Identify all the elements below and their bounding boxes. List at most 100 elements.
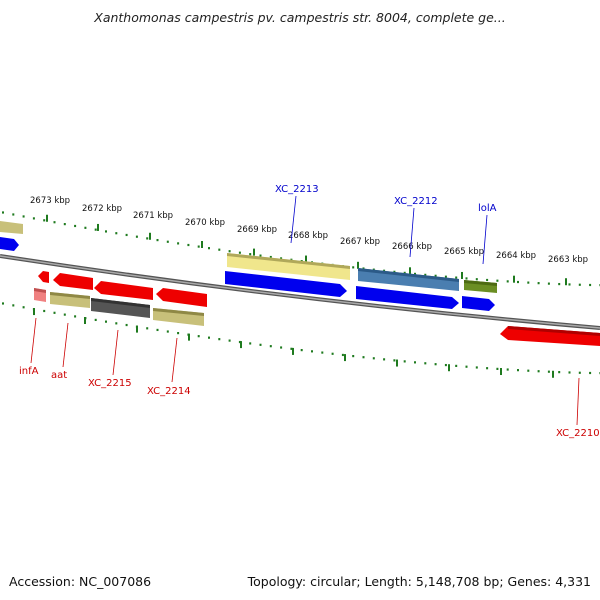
accession-text: Accession: NC_007086 [9,574,152,589]
scale-dot [105,230,107,233]
scale-dot [486,278,489,282]
scale-label-2668: 2668 kbp [288,231,328,241]
scale-dot [228,339,231,342]
scale-tick [461,271,463,279]
scale-dot [228,250,231,253]
scale-dot [269,255,272,259]
scale-dot [517,369,519,372]
scale-tick [500,368,502,376]
leader-line [290,195,297,244]
scale-dot [403,271,406,274]
label-aat[interactable]: aat [51,370,67,381]
scale-dot [53,311,56,314]
scale-dot [537,370,540,373]
scale-label-2669: 2669 kbp [237,225,277,235]
scale-tick [357,261,359,269]
leader-line [62,322,69,368]
scale-dot [22,306,25,309]
scale-dot [444,275,447,278]
gene-xc-2215[interactable] [94,281,153,300]
scale-dot [197,245,200,248]
scale-tick [84,317,86,325]
scale-tick [409,267,411,275]
scale-tick [33,308,35,316]
scale-dot [2,211,4,214]
scale-dot [517,280,519,284]
scale-dot [259,254,262,257]
scale-dot [166,330,169,333]
gene-xc-2212[interactable] [356,286,459,309]
scale-tick [305,255,307,263]
scale-dot [578,283,581,286]
scale-dot [558,371,561,374]
scale-dot [208,247,210,250]
scale-tick [513,275,515,283]
scale-dot [197,335,200,338]
scale-dot [166,240,169,243]
leader-line [482,214,488,265]
scale-dot [547,370,550,373]
scale-tick [448,364,450,372]
scale-dot [177,242,180,245]
leader-line [30,317,37,364]
gene-infa[interactable] [38,271,49,283]
scale-dot [32,217,35,220]
scale-dot [414,361,416,364]
gene-xc-2213-cds[interactable] [227,253,350,280]
scale-dot [125,233,128,237]
scale-tick [552,370,554,378]
scale-dot [496,367,499,370]
scale-dot [218,248,221,251]
gene-xc-2210[interactable] [500,326,600,346]
gene-lola[interactable] [462,296,495,311]
label-xc-2214[interactable]: XC_2214 [147,386,191,397]
gene-feature[interactable] [0,221,23,234]
scale-tick [201,240,203,248]
gene-xc-2214[interactable] [156,288,207,307]
genome-summary-text: Topology: circular; Length: 5,148,708 bp… [247,574,591,589]
scale-dot [12,304,15,307]
scale-tick [136,325,138,333]
scale-tick [240,341,242,349]
gene-xc-2213[interactable] [225,271,347,297]
scale-dot [84,226,87,229]
leader-line [171,337,178,383]
gene-xc-2215-cds[interactable] [91,298,150,318]
label-xc-2212[interactable]: XC_2212 [394,196,438,207]
leader-line [112,329,119,376]
gene-aat[interactable] [53,273,93,290]
scale-dot [43,219,46,222]
scale-dot [362,356,365,359]
scale-dot [249,253,252,256]
scale-dot [2,302,4,305]
scale-dot [537,282,540,285]
label-lola[interactable]: lolA [478,203,497,214]
scale-dot [22,215,25,218]
scale-label-2667: 2667 kbp [340,237,380,247]
scale-dot [393,359,396,362]
scale-dot [94,318,97,322]
scale-dot [527,281,530,284]
scale-dot [290,347,293,350]
scale-dot [218,338,221,341]
scale-dot [12,213,15,216]
label-xc-2210[interactable]: XC_2210 [556,428,600,439]
gene-feature[interactable] [0,237,19,251]
scale-dot [94,228,97,231]
scale-dot [187,243,190,247]
scale-label-2664: 2664 kbp [496,251,536,261]
scale-dot [341,353,344,357]
scale-tick [565,278,567,286]
scale-dot [146,327,149,330]
scale-dot [475,278,478,281]
label-infa[interactable]: infA [19,366,39,377]
scale-dot [280,346,283,349]
leader-line [576,377,580,426]
label-xc-2213[interactable]: XC_2213 [275,184,319,195]
scale-dot [589,283,592,287]
scale-dot [506,280,509,283]
label-xc-2215[interactable]: XC_2215 [88,378,132,389]
scale-dot [372,268,375,271]
scale-dot [156,238,159,242]
